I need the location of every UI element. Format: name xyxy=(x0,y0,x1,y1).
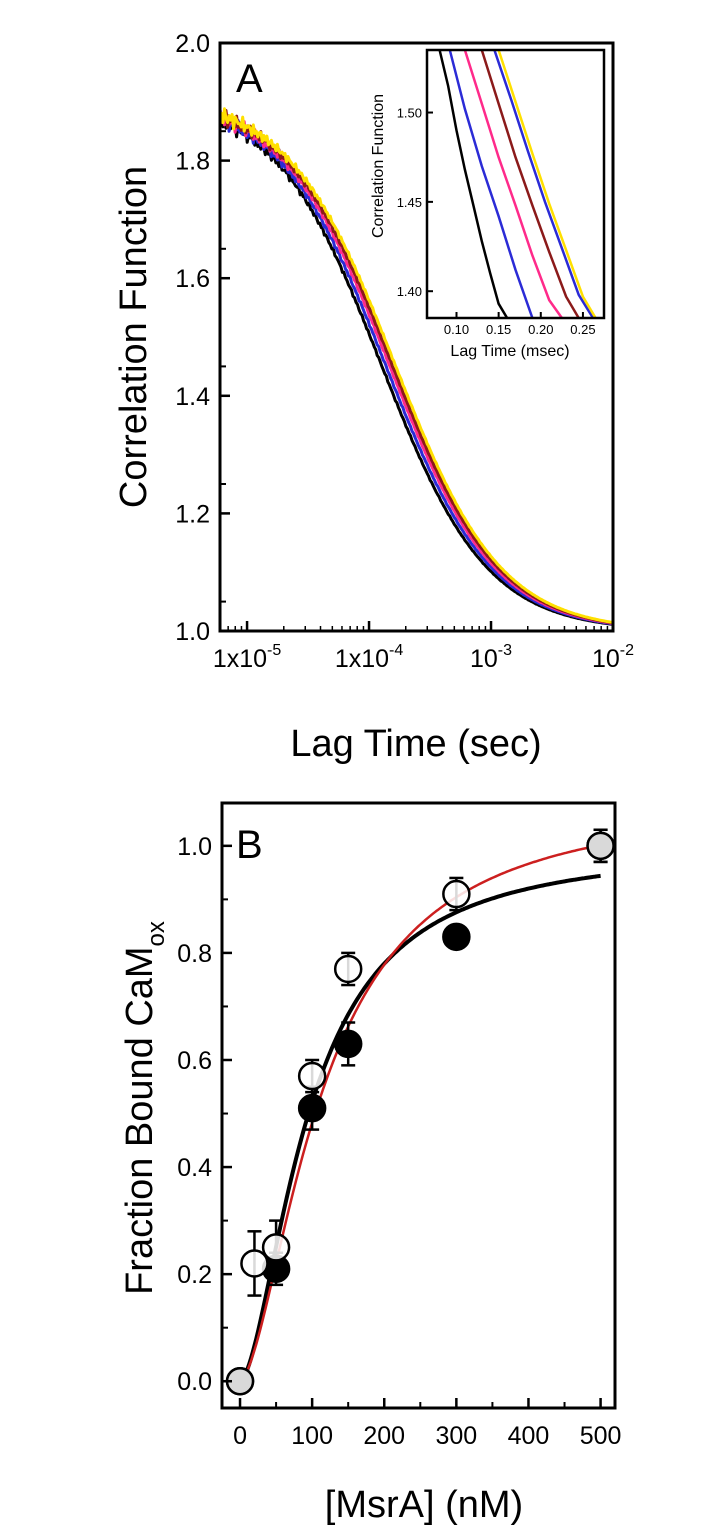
inset-x-tick-label: 0.15 xyxy=(486,322,511,337)
inset-y-tick-label: 1.40 xyxy=(397,284,422,299)
panel-b-x-axis-title: [MsrA] (nM) xyxy=(325,1484,523,1526)
inset-y-axis-title: Correlation Function xyxy=(370,94,387,238)
inset-series-line xyxy=(438,49,509,319)
inset-series-line xyxy=(480,49,580,319)
panel-b-y-tick-label: 0.0 xyxy=(177,1368,212,1396)
panel-b-x-tick-label: 500 xyxy=(580,1422,622,1450)
panel-b-points xyxy=(225,828,615,1396)
panel-b-open-point xyxy=(442,879,471,909)
panel-a-y-tick-label: 1.4 xyxy=(175,383,210,411)
panel-b-y-tick-label: 0.8 xyxy=(177,940,212,968)
panel-b-x-ticks: 0 100 200 300 400 500 xyxy=(233,1398,621,1450)
panel-a-series-line xyxy=(218,107,614,624)
panel-b-x-tick-label: 100 xyxy=(291,1422,333,1450)
panel-b-open-point xyxy=(240,1249,269,1278)
panel-a-letter: A xyxy=(236,57,263,101)
panel-a-y-tick-label: 1.2 xyxy=(175,500,210,528)
panel-a-x-ticks: 1x10-5 1x10-4 10-3 10-2 xyxy=(213,621,634,673)
panel-b-filled-point xyxy=(442,922,471,952)
panel-a-y-ticks: 1.0 1.2 1.4 1.6 1.8 2.0 xyxy=(175,30,230,646)
panel-b-filled-point xyxy=(333,1029,363,1059)
panel-a-inset: 1.40 1.45 1.50 0.10 0.15 0.20 0.25 Correlatio… xyxy=(370,48,606,360)
panel-b-letter: B xyxy=(236,823,263,867)
panel-b-open-point xyxy=(586,831,615,861)
inset-series-line xyxy=(493,49,595,319)
inset-background xyxy=(427,50,604,318)
panel-b-x-tick-label: 400 xyxy=(508,1422,550,1450)
panel-b-y-tick-label: 1.0 xyxy=(177,833,212,861)
panel-b-fit-curve xyxy=(239,843,601,1383)
panel-a-chart: 1.01.21.41.61.82.0 1x10-5 1x10-4 10-3 10-2 … xyxy=(113,30,634,765)
inset-series-line xyxy=(497,49,597,319)
inset-x-tick-label: 0.20 xyxy=(528,322,553,337)
panel-a-y-tick-label: 2.0 xyxy=(175,30,210,58)
panel-b-y-tick-label: 0.2 xyxy=(177,1261,212,1289)
panel-a-x-tick-label: 10-2 xyxy=(592,642,634,673)
panel-a-y-tick-label: 1.0 xyxy=(175,618,210,646)
inset-y-tick-label: 1.45 xyxy=(397,195,422,210)
panel-b-y-tick-label: 0.6 xyxy=(177,1047,212,1075)
panel-a-x-tick-label: 1x10-5 xyxy=(213,642,282,673)
panel-a-x-tick-label: 10-3 xyxy=(470,642,512,673)
inset-x-ticks: 0.10 0.15 0.20 0.25 xyxy=(444,312,596,337)
panel-b-fit-curve xyxy=(238,873,601,1383)
panel-a-y-axis-title: Correlation Function xyxy=(113,166,155,508)
panel-a-series xyxy=(218,107,614,626)
panel-b-y-axis-title: Fraction Bound CaMox xyxy=(119,921,170,1295)
inset-series xyxy=(438,49,597,319)
inset-frame xyxy=(425,48,606,320)
inset-series-line xyxy=(463,49,563,319)
panel-b-chart: 0.0 0.2 0.4 0.6 0.8 1.0 0 100 200 300 400 500 B Fr… xyxy=(119,801,621,1526)
panel-a-x-axis-title: Lag Time (sec) xyxy=(290,723,541,765)
panel-b-x-tick-label: 300 xyxy=(435,1422,477,1450)
inset-x-axis-title: Lag Time (msec) xyxy=(450,343,569,360)
panel-b-y-ticks: 0.0 0.2 0.4 0.6 0.8 1.0 xyxy=(177,833,232,1396)
inset-x-tick-label: 0.10 xyxy=(444,322,469,337)
panel-a-frame xyxy=(218,41,615,633)
panel-b-open-point xyxy=(333,954,363,984)
inset-series-line xyxy=(448,49,534,319)
panel-a-x-tick-label: 1x10-4 xyxy=(335,642,404,673)
panel-b-fit-curves xyxy=(238,843,601,1383)
panel-b-x-tick-label: 0 xyxy=(233,1422,247,1450)
panel-b-y-tick-label: 0.4 xyxy=(177,1154,212,1182)
panel-b-open-point xyxy=(261,1233,291,1262)
panel-b-y-axis-title-main: Fraction Bound CaM xyxy=(119,946,161,1295)
panel-b-filled-point xyxy=(297,1093,327,1123)
panel-b-open-point xyxy=(297,1061,327,1091)
panel-b-y-axis-title-subscript: ox xyxy=(143,921,170,946)
panel-a-series-line xyxy=(218,112,614,626)
panel-a-y-tick-label: 1.8 xyxy=(175,148,210,176)
panel-a-y-tick-label: 1.6 xyxy=(175,265,210,293)
inset-y-ticks: 1.40 1.45 1.50 xyxy=(397,106,433,299)
inset-x-tick-label: 0.25 xyxy=(570,322,595,337)
inset-y-tick-label: 1.50 xyxy=(397,106,422,121)
panel-b-frame xyxy=(220,801,617,1410)
panel-b-x-tick-label: 200 xyxy=(363,1422,405,1450)
